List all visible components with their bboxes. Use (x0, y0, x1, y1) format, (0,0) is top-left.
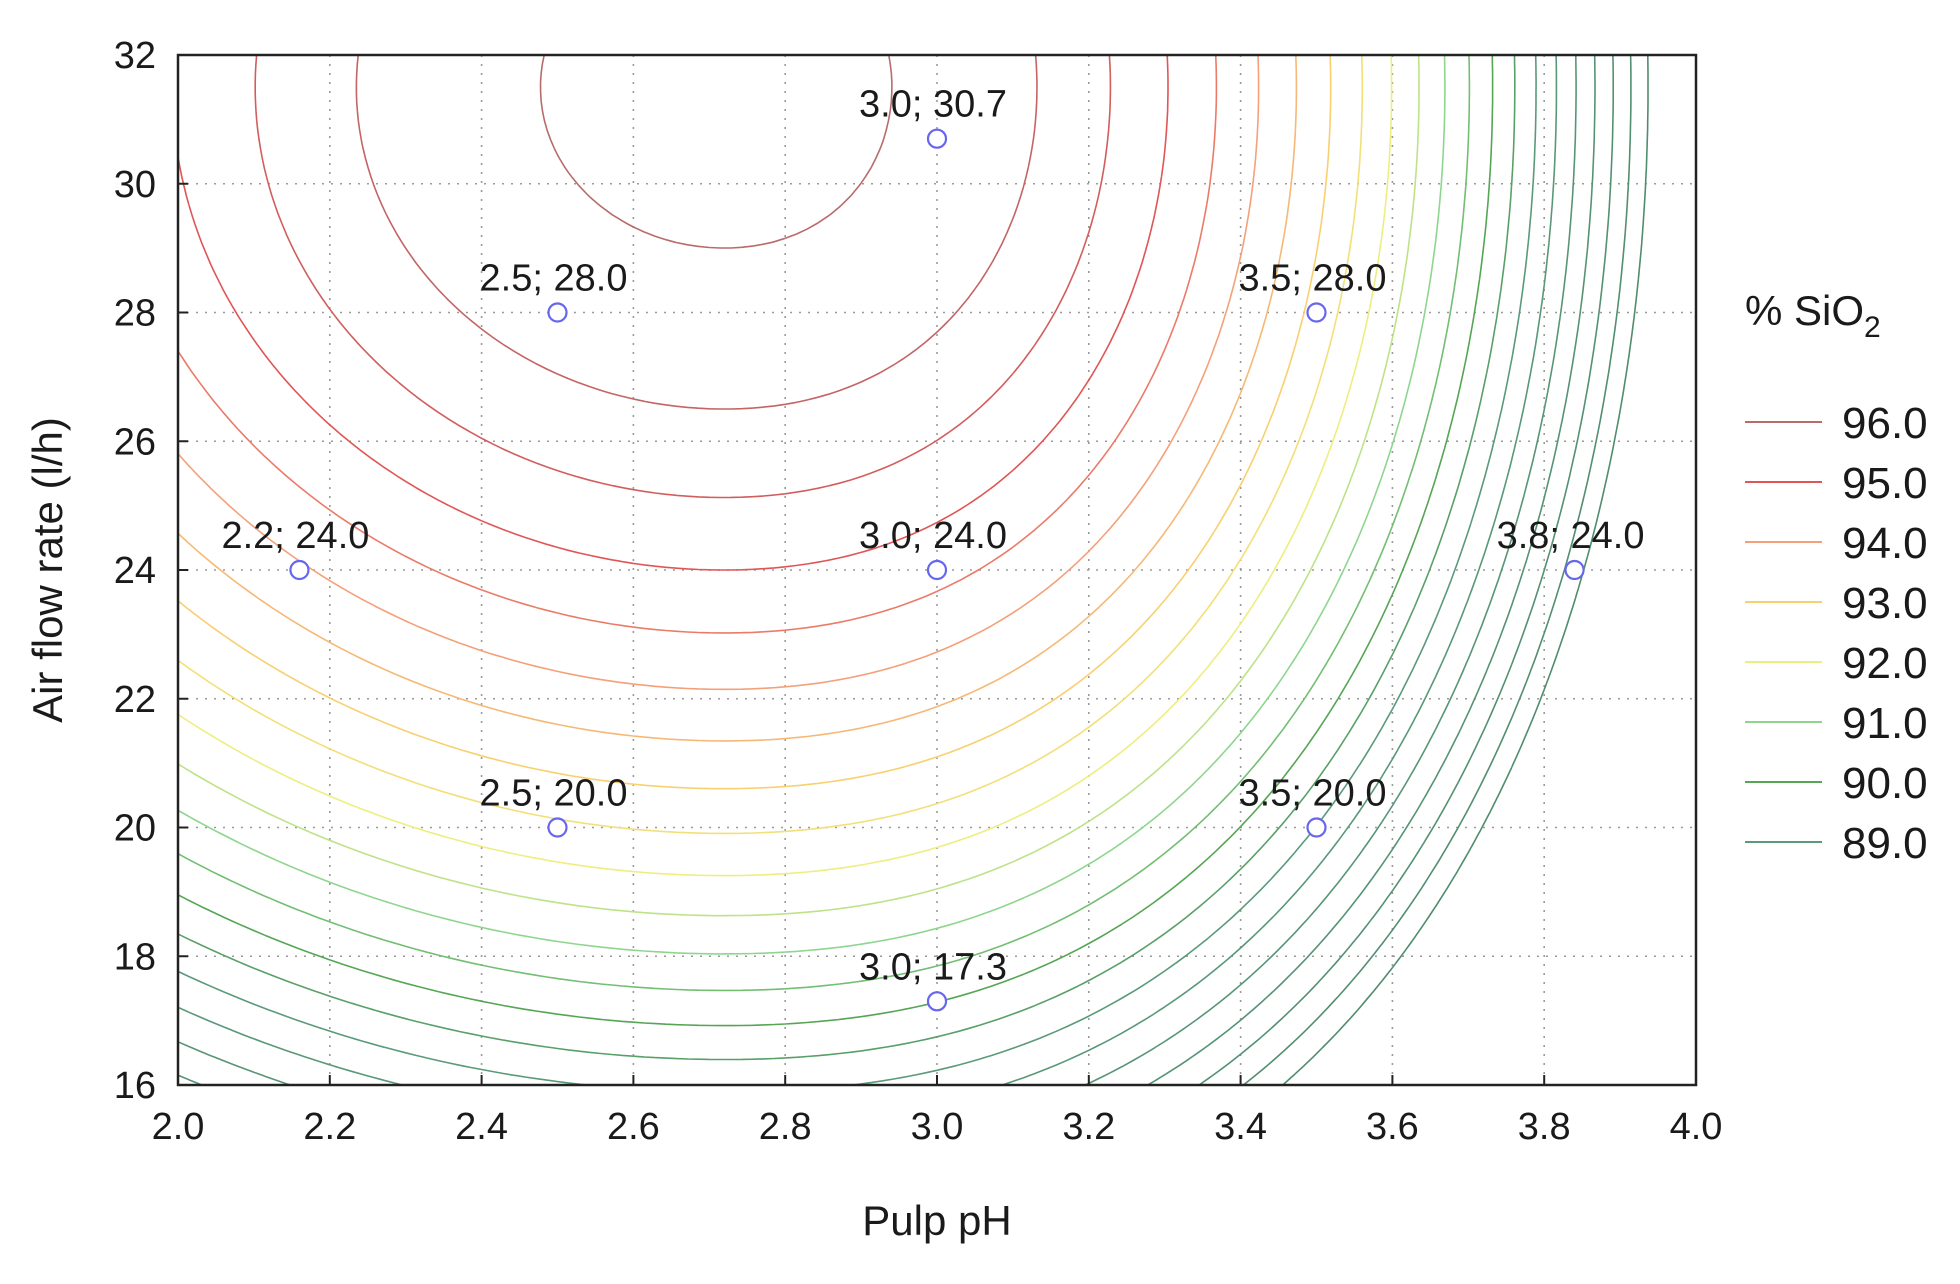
axis-ticks: 2.0 2.2 2.4 2.6 2.8 3.0 3.2 3.4 3.6 3.8 4.0 16 18 20 2… (114, 35, 1723, 1148)
design-point-label: 3.0; 17.3 (859, 946, 1007, 988)
contour-line (178, 55, 1260, 691)
design-point-label: 2.5; 28.0 (480, 258, 628, 300)
contour-line (178, 55, 1596, 1085)
design-point-label: 3.8; 24.0 (1497, 515, 1645, 557)
x-tick-label: 2.0 (152, 1106, 205, 1148)
contour-line (178, 55, 1298, 742)
x-tick-label: 3.4 (1214, 1106, 1267, 1148)
contour-line (178, 55, 1169, 571)
x-tick-label: 2.4 (455, 1106, 508, 1148)
legend-label: 89.0 (1842, 819, 1928, 868)
x-tick-label: 3.2 (1062, 1106, 1115, 1148)
design-point-marker (926, 991, 948, 1012)
x-tick-label: 2.2 (303, 1106, 356, 1148)
design-point-marker (547, 817, 568, 838)
legend-title-subscript: 2 (1864, 311, 1881, 344)
y-tick-label: 22 (114, 679, 156, 721)
x-tick-label: 3.0 (911, 1106, 964, 1148)
y-tick-label: 16 (114, 1065, 156, 1107)
design-point-marker (1564, 559, 1585, 581)
y-tick-label: 26 (114, 421, 156, 463)
legend-label: 91.0 (1842, 699, 1928, 748)
legend-label: 96.0 (1842, 399, 1928, 448)
x-tick-label: 3.8 (1518, 1106, 1571, 1148)
y-axis-title: Air flow rate (l/h) (24, 417, 71, 723)
contour-line (178, 55, 1393, 877)
legend-title: % SiO2 (1745, 287, 1881, 344)
x-tick-label: 4.0 (1670, 1106, 1723, 1148)
x-tick-label: 2.6 (607, 1106, 660, 1148)
contour-line (254, 55, 1112, 499)
design-point-label: 3.5; 20.0 (1239, 773, 1387, 815)
contour-line (178, 55, 1218, 634)
legend-title-main: % SiO (1745, 287, 1864, 334)
design-point-label: 3.0; 30.7 (859, 84, 1007, 126)
contour-line (178, 55, 1537, 1085)
design-point-label: 3.5; 28.0 (1239, 258, 1387, 300)
design-point-marker (1306, 817, 1327, 838)
contour-line (178, 55, 1332, 790)
contour-line (178, 55, 1471, 992)
design-point-marker (289, 559, 310, 581)
legend: % SiO2 96.0 95.0 94.0 93.0 92.0 91.0 90.0 89.0 (1745, 287, 1928, 868)
x-axis-title: Pulp pH (862, 1197, 1011, 1244)
contour-line (178, 55, 1420, 917)
x-tick-label: 2.8 (759, 1106, 812, 1148)
y-tick-label: 18 (114, 936, 156, 978)
design-point-label: 2.2; 24.0 (221, 515, 369, 557)
y-tick-label: 28 (114, 293, 156, 335)
legend-items: 96.0 95.0 94.0 93.0 92.0 91.0 90.0 89.0 (1745, 399, 1928, 868)
legend-label: 93.0 (1842, 579, 1928, 628)
legend-label: 92.0 (1842, 639, 1928, 688)
y-tick-label: 20 (114, 808, 156, 850)
y-tick-label: 30 (114, 164, 156, 206)
contour-line (355, 55, 1038, 410)
legend-label: 95.0 (1842, 459, 1928, 508)
legend-label: 94.0 (1842, 519, 1928, 568)
contour-line (178, 55, 1558, 1085)
design-point-label: 3.0; 24.0 (859, 515, 1007, 557)
contour-line (1198, 55, 1614, 1085)
design-point-marker (926, 559, 948, 581)
design-point-marker (926, 128, 948, 149)
design-point-marker (1306, 302, 1327, 323)
contour-line (178, 55, 1364, 835)
y-tick-label: 24 (114, 550, 156, 592)
contour-line (178, 55, 1446, 955)
design-point-label: 2.5; 20.0 (480, 773, 628, 815)
contour-line (178, 55, 1577, 1085)
contour-line (178, 55, 1516, 1061)
contour-line (1242, 55, 1632, 1085)
x-tick-label: 3.6 (1366, 1106, 1419, 1148)
contour-line (539, 55, 893, 249)
design-points: 3.0; 30.7 2.5; 28.0 3.5; 28.0 2.2; 24.0 3.0;… (221, 84, 1645, 1012)
y-tick-label: 32 (114, 35, 156, 77)
legend-label: 90.0 (1842, 759, 1928, 808)
design-point-marker (547, 302, 568, 323)
